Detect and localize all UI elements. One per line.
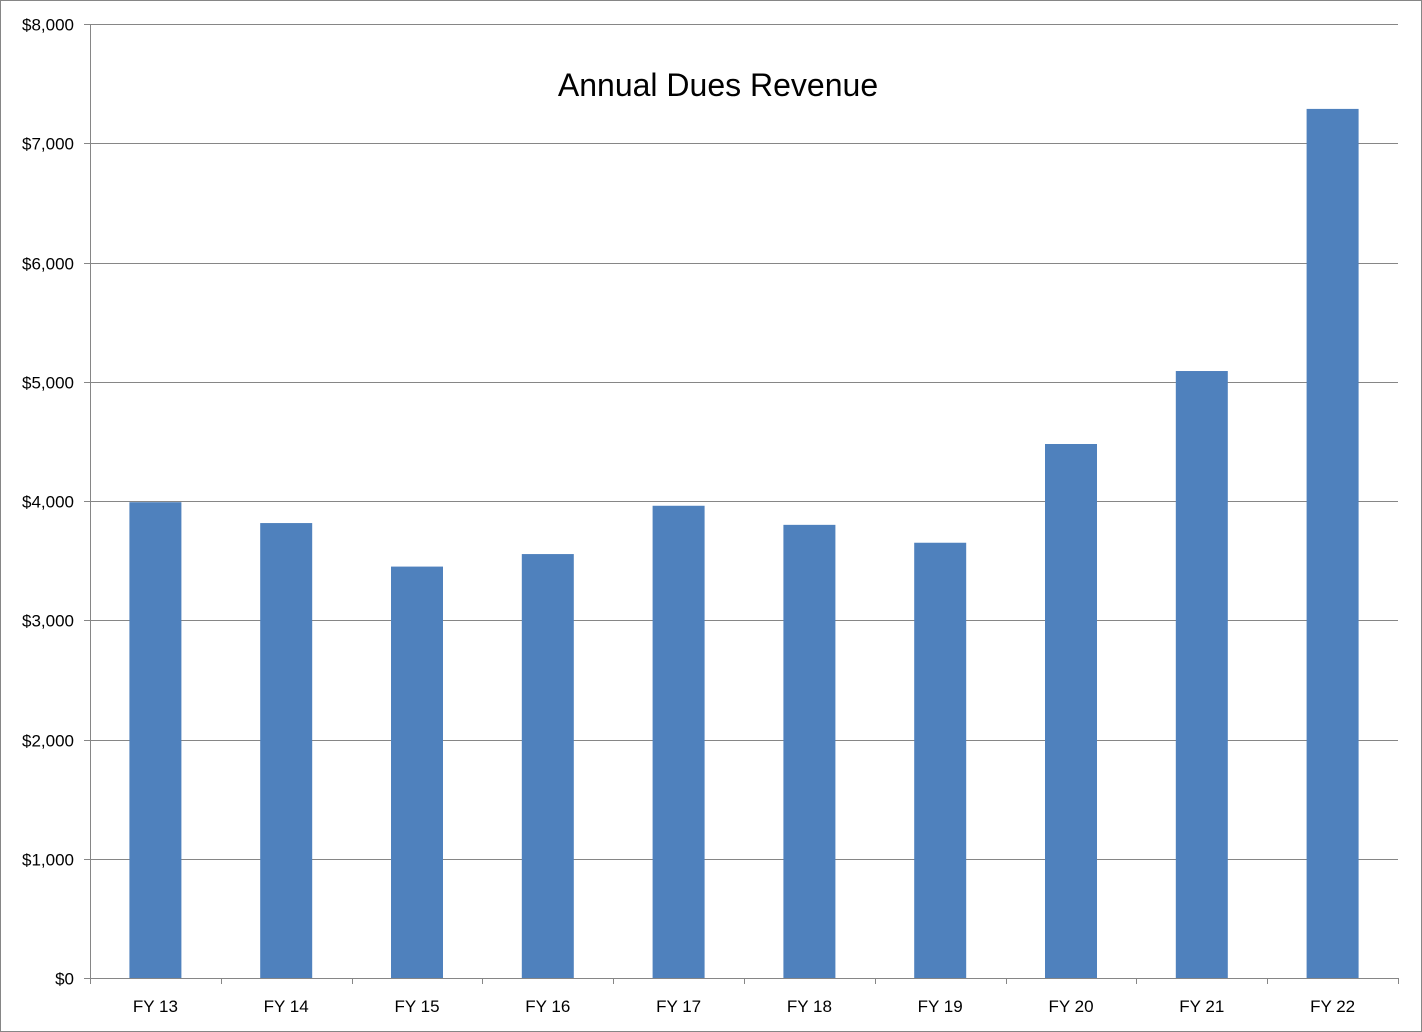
bar-fy-15: [391, 566, 443, 978]
x-tick-label: FY 20: [1048, 997, 1093, 1016]
x-tick-label: FY 22: [1310, 997, 1355, 1016]
x-tick-label: FY 17: [656, 997, 701, 1016]
y-tick-label: $6,000: [22, 255, 74, 274]
x-tick-label: FY 21: [1179, 997, 1224, 1016]
chart-title: Annual Dues Revenue: [558, 67, 878, 103]
y-tick-label: $1,000: [22, 851, 74, 870]
y-tick-label: $4,000: [22, 493, 74, 512]
y-tick-label: $3,000: [22, 612, 74, 631]
x-tick-label: FY 18: [787, 997, 832, 1016]
x-tick-label: FY 16: [525, 997, 570, 1016]
bar-fy-21: [1175, 371, 1228, 979]
bar-fy-13: [129, 502, 182, 978]
x-tick-label: FY 19: [918, 997, 963, 1016]
bar-fy-16: [521, 554, 574, 978]
bar-fy-19: [914, 542, 967, 978]
bar-fy-20: [1045, 443, 1097, 978]
bar-fy-14: [260, 523, 313, 978]
y-tick-label: $5,000: [22, 374, 74, 393]
y-tick-label: $2,000: [22, 732, 74, 751]
x-tick-label: FY 13: [133, 997, 178, 1016]
bar-fy-22: [1306, 108, 1359, 978]
bar-fy-17: [652, 505, 705, 978]
x-tick-label: FY 14: [264, 997, 309, 1016]
x-tick-label: FY 15: [394, 997, 439, 1016]
y-tick-label: $7,000: [22, 135, 74, 154]
y-tick-label: $0: [55, 970, 74, 989]
bar-fy-18: [783, 524, 836, 978]
y-tick-label: $8,000: [22, 16, 74, 35]
